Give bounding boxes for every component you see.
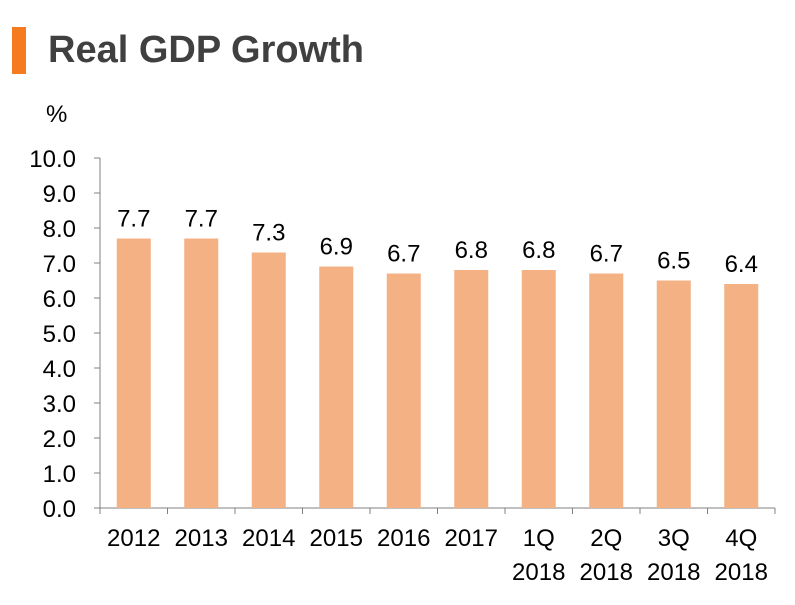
x-tick-label: 2012 [107, 525, 160, 552]
data-label: 6.7 [590, 241, 623, 268]
y-tick-label: 9.0 [43, 181, 76, 208]
x-tick-label: 2018 [647, 559, 700, 586]
bar [184, 238, 219, 508]
data-label: 6.8 [522, 237, 555, 264]
y-tick-label: 10.0 [29, 146, 76, 173]
x-tick-label: 4Q [725, 525, 757, 552]
y-tick-label: 8.0 [43, 216, 76, 243]
bar [724, 284, 759, 508]
x-tick-label: 2018 [512, 559, 565, 586]
x-tick-label: 2Q [590, 525, 622, 552]
x-tick-label: 1Q [523, 525, 555, 552]
y-tick-label: 5.0 [43, 321, 76, 348]
x-tick-label: 2018 [715, 559, 768, 586]
y-tick-label: 4.0 [43, 356, 76, 383]
data-label: 7.3 [252, 220, 285, 247]
x-tick-label: 2018 [580, 559, 633, 586]
data-label: 7.7 [185, 206, 218, 233]
data-label: 6.7 [387, 241, 420, 268]
x-tick-label: 2015 [310, 525, 363, 552]
y-tick-label: 3.0 [43, 391, 76, 418]
y-tick-label: 1.0 [43, 461, 76, 488]
y-tick-label: 2.0 [43, 426, 76, 453]
data-label: 6.8 [455, 237, 488, 264]
x-tick-label: 2013 [175, 525, 228, 552]
x-tick-label: 2016 [377, 525, 430, 552]
chart-title: Real GDP Growth [48, 29, 365, 71]
x-tick-label: 2014 [242, 525, 295, 552]
bar [251, 252, 286, 508]
bar [116, 238, 151, 508]
bar [589, 273, 624, 508]
data-label: 6.9 [320, 234, 353, 261]
bar [656, 280, 691, 508]
bar [319, 266, 354, 508]
y-tick-label: 6.0 [43, 286, 76, 313]
y-tick-label: 7.0 [43, 251, 76, 278]
bar [386, 273, 421, 508]
data-label: 6.5 [657, 248, 690, 275]
bar [521, 270, 556, 508]
y-tick-label: 0.0 [43, 496, 76, 523]
y-axis-unit-label: % [46, 101, 68, 128]
data-label: 6.4 [725, 251, 758, 278]
bar [454, 270, 489, 508]
data-label: 7.7 [117, 206, 150, 233]
x-tick-label: 3Q [658, 525, 690, 552]
title-accent-bar [12, 27, 26, 74]
x-tick-label: 2017 [445, 525, 498, 552]
